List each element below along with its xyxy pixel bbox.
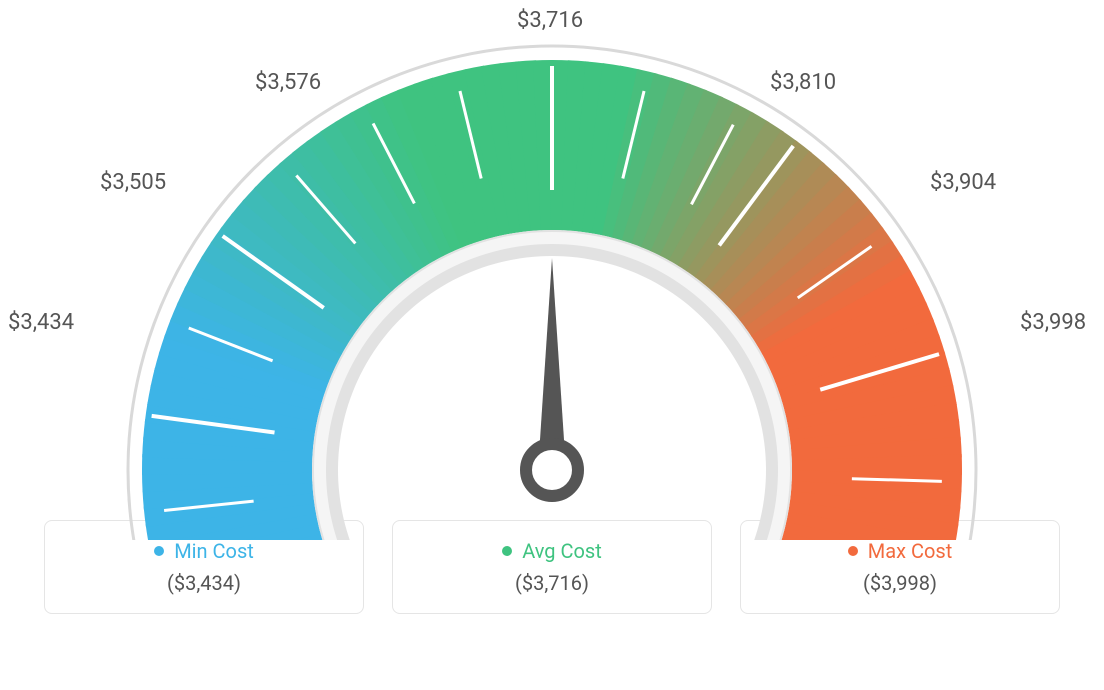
legend-title-text: Max Cost xyxy=(868,539,953,563)
legend-title-min: Min Cost xyxy=(154,539,254,563)
gauge-chart: $3,434 $3,505 $3,576 $3,716 $3,810 $3,904 $3,9… xyxy=(0,0,1104,520)
legend-title-max: Max Cost xyxy=(848,539,953,563)
gauge-tick-label: $3,576 xyxy=(255,70,321,95)
dot-icon xyxy=(848,546,858,556)
gauge-tick-label: $3,505 xyxy=(100,170,166,195)
gauge-tick-label: $3,434 xyxy=(8,310,74,335)
legend-title-text: Min Cost xyxy=(174,539,254,563)
legend-title-avg: Avg Cost xyxy=(502,539,602,563)
legend-value-avg: ($3,716) xyxy=(413,571,691,595)
gauge-svg xyxy=(122,40,982,540)
gauge-tick-label: $3,716 xyxy=(517,8,583,33)
gauge-tick-label: $3,904 xyxy=(930,170,996,195)
gauge-tick-label: $3,998 xyxy=(1020,310,1086,335)
dot-icon xyxy=(154,546,164,556)
legend-value-min: ($3,434) xyxy=(65,571,343,595)
dot-icon xyxy=(502,546,512,556)
legend-title-text: Avg Cost xyxy=(522,539,602,563)
legend-value-max: ($3,998) xyxy=(761,571,1039,595)
gauge-tick-label: $3,810 xyxy=(770,70,836,95)
